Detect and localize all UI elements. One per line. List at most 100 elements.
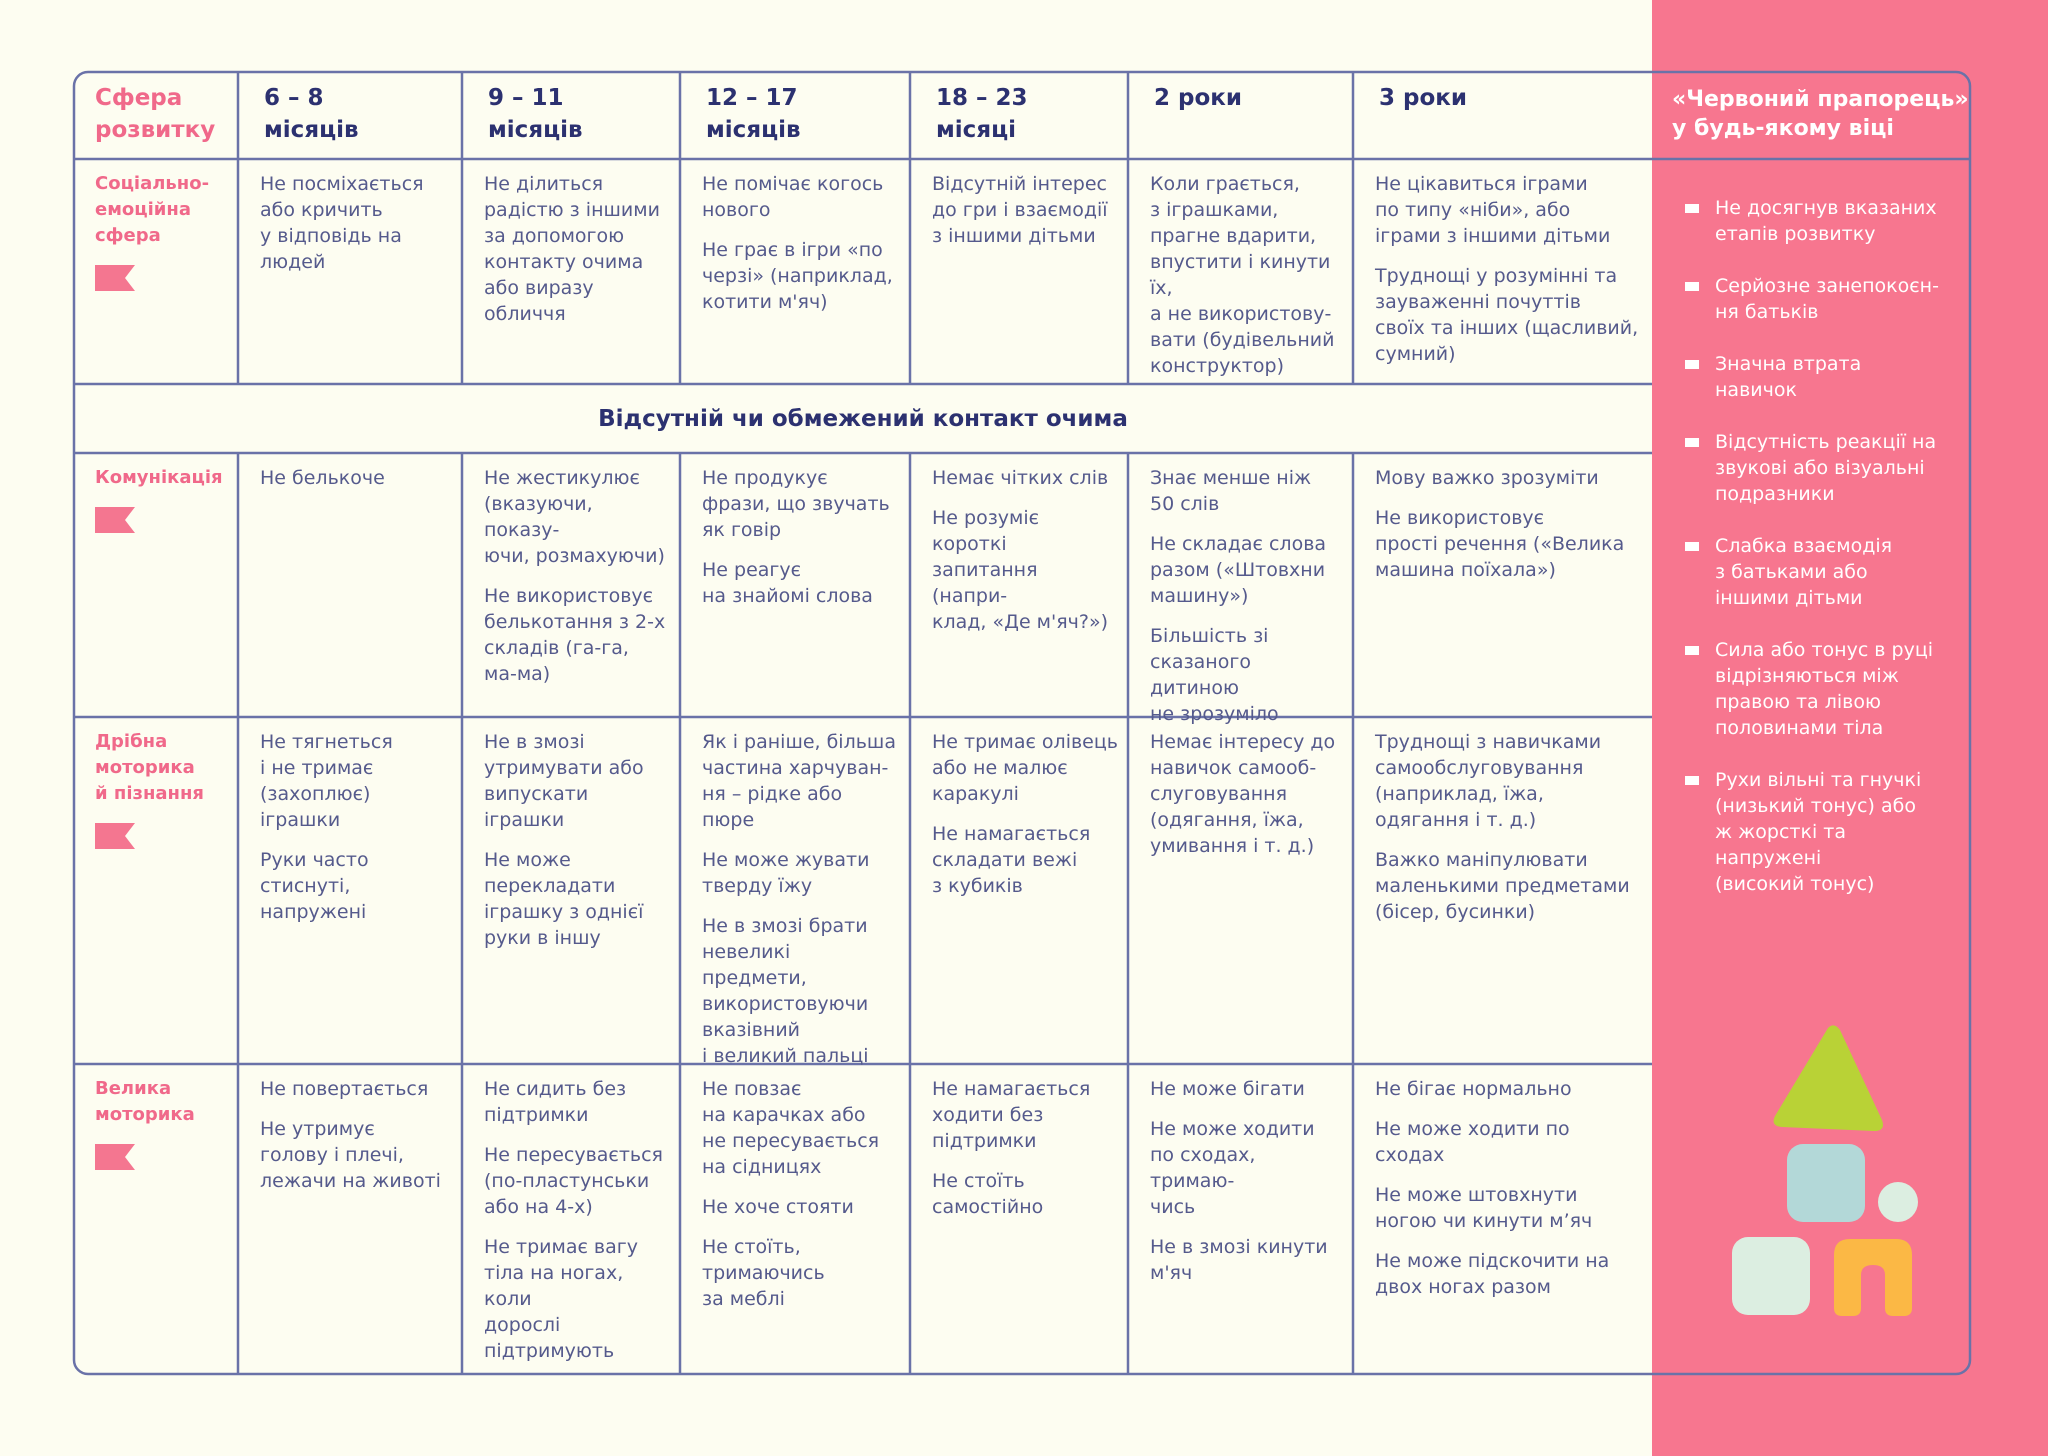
row-label: Дрібна моторика й пізнання xyxy=(74,717,238,1064)
flag-icon xyxy=(95,823,135,849)
cell-text: Не повзає на карачках або не пересуваєть… xyxy=(702,1078,880,1178)
cell-text: Не продукує фрази, що звучать як говір xyxy=(702,467,890,541)
cell-text: Коли грається, з іграшками, прагне вдари… xyxy=(1150,173,1335,377)
cell-text: Не цікавиться іграми по типу «ніби», або… xyxy=(1375,173,1611,247)
table-cell: Не повертається Не утримує голову і плечі… xyxy=(238,1064,462,1374)
cell-text: Мову важко зрозуміти xyxy=(1375,467,1599,489)
cell-text: Руки часто стиснуті, напружені xyxy=(260,849,369,923)
row-label: Соціально- емоційна сфера xyxy=(74,159,238,384)
table-cell: Знає менше ніж 50 слів Не складає слова р… xyxy=(1128,453,1353,725)
cell-text: Не складає слова разом («Штовхни машину»… xyxy=(1150,533,1327,607)
table-cell: Немає чітких слів Не розуміє короткі запи… xyxy=(910,453,1128,717)
cell-text: Не сидить без підтримки xyxy=(484,1078,627,1126)
banner: Відсутній чи обмежений контакт очима xyxy=(598,405,1128,432)
cell-text: Не помічає когось нового xyxy=(702,173,884,221)
red-flag-item: Слабка взаємодія з батьками або іншими д… xyxy=(1685,533,1892,611)
flag-icon xyxy=(95,1144,135,1170)
cell-text: Труднощі з навичками самообслуговування … xyxy=(1375,731,1602,831)
header-title: Сфера розвитку xyxy=(95,85,216,143)
cell-text: Не використовує прості речення («Велика … xyxy=(1375,507,1625,581)
column-header: 6 – 8 місяців xyxy=(264,85,359,143)
red-flag-item: Значна втрата навичок xyxy=(1685,351,1861,403)
cell-text: Як і раніше, більша частина харчуван- ня… xyxy=(702,731,896,831)
table-cell: Не повзає на карачках або не пересуваєть… xyxy=(680,1064,910,1374)
bullet xyxy=(1685,542,1699,551)
bullet xyxy=(1685,204,1699,213)
row-label-text: Комунікація xyxy=(95,467,223,488)
cell-text: Не тримає олівець або не малює каракулі xyxy=(932,731,1119,805)
column-header: 9 – 11 місяців xyxy=(488,85,583,143)
cell-text: Не може жувати тверду їжу xyxy=(702,849,870,897)
column-header: 2 роки xyxy=(1154,85,1243,111)
red-flag-item: Сила або тонус в руці відрізняються між … xyxy=(1685,637,1933,741)
cell-text: Не може ходити по сходах xyxy=(1375,1118,1570,1166)
cell-text: Не може бігати xyxy=(1150,1078,1305,1100)
table-cell: Не намагається ходити без підтримки Не ст… xyxy=(910,1064,1128,1374)
cell-text: Не ділиться радістю з іншими за допомого… xyxy=(484,173,660,325)
bullet xyxy=(1685,646,1699,655)
bullet xyxy=(1685,438,1699,447)
cell-text: Не намагається складати вежі з кубиків xyxy=(932,823,1091,897)
blocks-decoration xyxy=(1732,1025,1918,1316)
column-header: 3 роки xyxy=(1379,85,1468,111)
cell-text: Не може підскочити на двох ногах разом xyxy=(1375,1250,1610,1298)
red-flag-item: Серйозне занепокоєн- ня батьків xyxy=(1685,273,1939,325)
red-flag-title: «Червоний прапорець» у будь-якому віці xyxy=(1672,87,1969,141)
row-label: Комунікація xyxy=(74,453,238,717)
table-cell: Не в змозі утримувати або випускати ігра… xyxy=(462,717,680,1064)
cell-text: Знає менше ніж 50 слів xyxy=(1150,467,1312,515)
red-flag-item: Відсутність реакції на звукові або візуа… xyxy=(1685,429,1936,507)
red-flag-item: Не досягнув вказаних етапів розвитку xyxy=(1685,195,1937,247)
cell-text: Не розуміє короткі запитання (напри- кла… xyxy=(932,507,1109,633)
cell-text: Не в змозі брати невеликі предмети, вико… xyxy=(702,915,869,1067)
cell-text: Більшість зі сказаного дитиною не зрозум… xyxy=(1150,625,1279,725)
table-cell: Не може бігати Не може ходити по сходах, … xyxy=(1128,1064,1353,1374)
bullet xyxy=(1685,282,1699,291)
cell-text: Не утримує голову і плечі, лежачи на жив… xyxy=(260,1118,441,1192)
row-label: Велика моторика xyxy=(74,1064,238,1374)
table-cell: Як і раніше, більша частина харчуван- ня… xyxy=(680,717,910,1067)
table-cell: Не посміхається або кричить у відповідь … xyxy=(238,159,462,384)
bullet xyxy=(1685,360,1699,369)
table-cell: Не сидить без підтримки Не пересувається … xyxy=(462,1064,680,1374)
cell-text: Не тримає вагу тіла на ногах, коли дорос… xyxy=(484,1236,639,1362)
cell-text: Не белькоче xyxy=(260,467,385,489)
table-cell: Не белькоче xyxy=(238,453,462,717)
table-cell: Не тримає олівець або не малює каракулі Н… xyxy=(910,717,1128,1064)
red-flag-item: Рухи вільні та гнучкі (низький тонус) аб… xyxy=(1685,767,1921,897)
cell-text: Не грає в ігри «по черзі» (наприклад, ко… xyxy=(702,239,893,313)
table-cell: Не жестикулює (вказуючи, показу- ючи, ро… xyxy=(462,453,680,717)
table-cell: Немає інтересу до навичок самооб- слугов… xyxy=(1128,717,1353,1064)
cell-text: Не стоїть самостійно xyxy=(932,1170,1044,1218)
table-cell: Не бігає нормально Не може ходити по сход… xyxy=(1353,1064,1652,1374)
cell-text: Немає інтересу до навичок самооб- слугов… xyxy=(1150,731,1336,857)
cell-text: Відсутній інтерес до гри і взаємодії з і… xyxy=(932,173,1108,247)
bullet xyxy=(1685,776,1699,785)
cell-text: Не посміхається або кричить у відповідь … xyxy=(260,173,424,273)
cell-text: Не може перекладати іграшку з однієї рук… xyxy=(484,849,644,949)
table-cell: Коли грається, з іграшками, прагне вдари… xyxy=(1128,159,1353,384)
row-label-text: Дрібна моторика й пізнання xyxy=(95,731,204,804)
cell-text: Не використовує белькотання з 2-х складі… xyxy=(484,585,666,685)
cell-text: Не намагається ходити без підтримки xyxy=(932,1078,1091,1152)
cell-text: Не реагує на знайомі слова xyxy=(702,559,873,607)
cell-text: Не може ходити по сходах, тримаю- чись xyxy=(1150,1118,1315,1218)
cell-text: Не може штовхнути ногою чи кинути м’яч xyxy=(1375,1184,1593,1232)
flag-icon xyxy=(95,265,135,291)
cell-text: Не хоче стояти xyxy=(702,1196,854,1218)
cell-text: Не жестикулює (вказуючи, показу- ючи, ро… xyxy=(484,467,665,567)
table-cell: Не ділиться радістю з іншими за допомого… xyxy=(462,159,680,384)
cell-text: Не стоїть, тримаючись за меблі xyxy=(702,1236,825,1310)
cell-text: Важко маніпулювати маленькими предметами… xyxy=(1375,849,1630,923)
cell-text: Труднощі у розумінні та зауваженні почут… xyxy=(1375,265,1639,365)
row-label-text: Соціально- емоційна сфера xyxy=(95,173,210,246)
table-cell: Труднощі з навичками самообслуговування … xyxy=(1353,717,1652,1064)
table-cell: Не продукує фрази, що звучать як говір Не… xyxy=(680,453,910,717)
cell-text: Не в змозі кинути м'яч xyxy=(1150,1236,1328,1284)
table-cell: Відсутній інтерес до гри і взаємодії з і… xyxy=(910,159,1128,384)
cell-text: Не повертається xyxy=(260,1078,429,1100)
table-cell: Мову важко зрозуміти Не використовує прос… xyxy=(1353,453,1652,717)
cell-text: Не бігає нормально xyxy=(1375,1078,1572,1100)
